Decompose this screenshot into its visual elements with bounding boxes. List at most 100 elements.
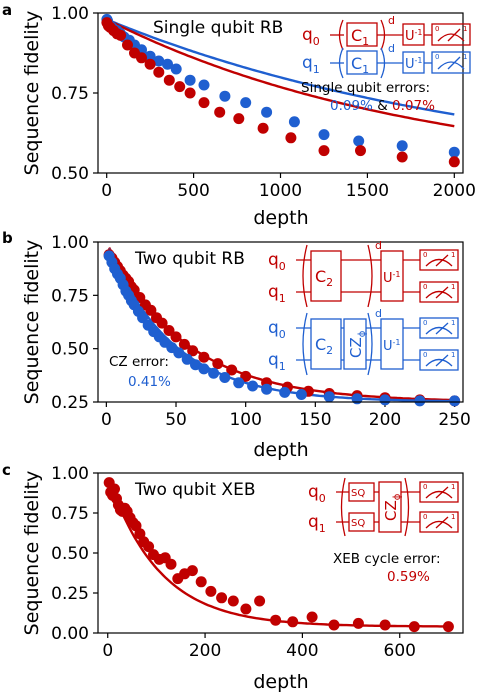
- data-point-red: [448, 156, 460, 168]
- data-point-blue: [184, 74, 196, 86]
- data-point-red: [379, 619, 391, 631]
- svg-text:1: 1: [463, 53, 467, 61]
- data-point-blue: [153, 55, 165, 67]
- svg-text:1: 1: [463, 25, 467, 33]
- data-point-red: [109, 483, 120, 495]
- y-tick-label: 0.00: [51, 624, 89, 644]
- panel-a: a Sequence fidelity depth 0 500 1000 1500 20…: [2, 1, 476, 229]
- svg-text:U-1: U-1: [383, 338, 401, 354]
- data-point-red: [165, 558, 177, 570]
- svg-text:0: 0: [423, 319, 427, 327]
- panel-label: c: [2, 461, 11, 479]
- circuit-diagram-blue: q0 q1 C2 CZϕ d U-1 0 1 0 1: [268, 307, 459, 376]
- svg-text:0: 0: [435, 25, 439, 33]
- data-point-red: [240, 370, 252, 382]
- data-point-blue: [448, 146, 460, 158]
- y-tick-label: 0.50: [51, 340, 89, 360]
- plot-frame: [97, 472, 464, 634]
- svg-text:1: 1: [451, 351, 455, 359]
- x-tick-label: 0: [101, 410, 112, 430]
- panel-label: b: [2, 229, 13, 247]
- data-point-red: [143, 541, 155, 553]
- svg-text:q1: q1: [268, 282, 286, 305]
- data-point-red: [144, 58, 156, 70]
- data-point-blue: [295, 389, 307, 400]
- svg-text:d: d: [388, 42, 395, 55]
- svg-text:C1: C1: [351, 54, 369, 76]
- panel-label: a: [2, 1, 12, 19]
- panel-b: b Sequence fidelity depth 0 50 100 150 200 25…: [2, 229, 471, 461]
- data-point-blue: [396, 140, 408, 152]
- data-point-red: [163, 74, 175, 86]
- data-point-red: [198, 97, 210, 109]
- data-point-red: [355, 145, 366, 157]
- data-point-red: [318, 145, 330, 157]
- x-tick-label: 150: [299, 410, 331, 430]
- circuit-diagram-red: q0 q1 C2 d U-1 0 1 0 1: [268, 239, 459, 308]
- circuit-diagram-q0: q0 C1 d U-1 0 1: [302, 14, 471, 51]
- x-axis-label: depth: [253, 207, 308, 229]
- data-point-red: [153, 66, 165, 78]
- data-point-red: [254, 595, 266, 607]
- svg-text:q0: q0: [268, 250, 286, 273]
- data-point-red: [136, 52, 147, 64]
- svg-text:q0: q0: [308, 482, 326, 505]
- data-point-red: [178, 338, 190, 350]
- svg-text:1: 1: [451, 483, 455, 491]
- svg-text:C2: C2: [315, 335, 333, 357]
- y-tick-label: 0.75: [51, 286, 89, 306]
- data-point-blue: [261, 106, 273, 118]
- data-point-red: [233, 113, 245, 125]
- x-tick-label: 500: [177, 181, 209, 201]
- svg-text:SQ: SQ: [351, 518, 365, 529]
- svg-text:q1: q1: [308, 512, 326, 535]
- y-tick-label: 0.50: [51, 544, 89, 564]
- x-tick-label: 200: [189, 641, 221, 661]
- data-point-blue: [323, 391, 335, 403]
- data-point-blue: [181, 353, 193, 365]
- y-tick-label: 0.25: [51, 393, 89, 413]
- data-point-red: [226, 364, 238, 376]
- data-point-red: [408, 621, 420, 633]
- x-tick-label: 0: [102, 641, 113, 661]
- data-point-red: [195, 576, 207, 588]
- svg-text:q0: q0: [268, 318, 286, 341]
- error-value: 0.59%: [387, 569, 430, 585]
- y-tick-label: 1.00: [51, 464, 89, 484]
- svg-text:0: 0: [423, 283, 427, 291]
- data-point-red: [115, 29, 127, 41]
- fit-line-blue: [106, 18, 455, 116]
- x-tick-label: 600: [384, 641, 416, 661]
- error-label: XEB cycle error:: [333, 551, 441, 567]
- x-axis-label: depth: [253, 671, 308, 693]
- data-point-blue: [414, 395, 426, 407]
- data-point-blue: [170, 63, 182, 75]
- circuit-diagram-xeb: q0 q1 SQ SQ CZϕ 0 1 0 1: [308, 477, 459, 537]
- svg-text:1: 1: [451, 251, 455, 259]
- svg-text:d: d: [375, 239, 382, 252]
- svg-text:0: 0: [423, 251, 427, 259]
- y-tick-label: 1.00: [51, 233, 89, 253]
- plot-frame: [97, 241, 464, 403]
- y-tick-label: 0.75: [51, 84, 89, 104]
- data-point-red: [156, 317, 168, 329]
- x-tick-label: 250: [438, 410, 470, 430]
- circuit-diagram-q1: q1 C1 d U-1 0 1: [302, 42, 471, 79]
- x-tick-label: 0: [101, 181, 112, 201]
- svg-text:SQ: SQ: [351, 488, 365, 499]
- error-value: 0.41%: [128, 374, 171, 390]
- data-point-blue: [198, 363, 210, 375]
- y-tick-label: 0.50: [51, 164, 89, 184]
- data-point-red: [186, 565, 198, 577]
- x-tick-label: 50: [165, 410, 187, 430]
- error-label: Single qubit errors:: [301, 80, 430, 96]
- data-point-red: [198, 351, 210, 363]
- plot-frame: [97, 12, 464, 174]
- x-tick-label: 100: [229, 410, 261, 430]
- y-axis-label: Sequence fidelity: [21, 240, 43, 405]
- data-point-red: [163, 325, 175, 336]
- panel-c: c Sequence fidelity depth 0 200 400 600 0.00…: [2, 461, 464, 693]
- data-point-red: [122, 39, 133, 51]
- data-point-blue: [219, 90, 231, 102]
- data-point-red: [352, 617, 364, 629]
